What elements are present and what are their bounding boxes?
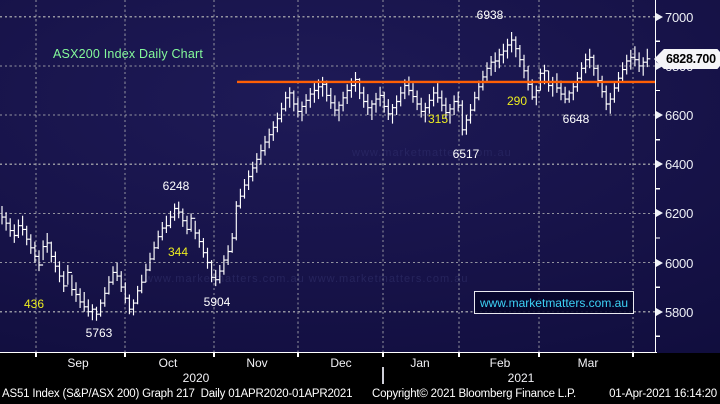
price-annotation-6517: 6517 xyxy=(452,147,480,161)
month-tick xyxy=(35,353,37,357)
last-price-tag: 6828.700 xyxy=(654,49,720,69)
y-axis-label-6400: 6400 xyxy=(656,156,693,172)
faint-watermark: www.marketmatters.com.au xyxy=(352,147,512,159)
price-annotation-6648: 6648 xyxy=(562,112,590,126)
time-axis: Sep Oct Nov Dec Jan Feb Mar 2020 2021 xyxy=(0,353,720,386)
month-label-dec: Dec xyxy=(330,356,352,370)
tick-arrow-icon xyxy=(656,13,663,21)
month-tick xyxy=(458,353,460,357)
status-timestamp: 01-Apr-2021 16:14:20 xyxy=(609,388,717,400)
tick-arrow-icon xyxy=(656,111,663,119)
month-label-feb: Feb xyxy=(489,356,511,370)
month-tick xyxy=(382,353,384,357)
chart-plot-area: ASX200 Index Daily Chart www.marketmatte… xyxy=(0,0,720,353)
y-axis-label-7000: 7000 xyxy=(656,9,693,25)
price-annotation-315: 315 xyxy=(427,112,449,126)
price-annotation-290: 290 xyxy=(506,94,528,108)
month-tick xyxy=(124,353,126,357)
month-label-oct: Oct xyxy=(158,356,178,370)
faint-watermark: www.marketmatters.com.au www.marketmatte… xyxy=(145,273,469,285)
y-axis-label-6600: 6600 xyxy=(656,107,693,123)
month-label-jan: Jan xyxy=(410,356,430,370)
chart-title: ASX200 Index Daily Chart xyxy=(53,47,204,61)
y-axis-label-5800: 5800 xyxy=(656,304,693,320)
month-label-mar: Mar xyxy=(577,356,599,370)
marketmatters-link[interactable]: www.marketmatters.com.au xyxy=(474,291,634,314)
tick-arrow-icon xyxy=(656,259,663,267)
marketmatters-link-text[interactable]: www.marketmatters.com.au xyxy=(479,295,629,310)
tick-arrow-icon xyxy=(656,308,663,316)
month-tick xyxy=(538,353,540,357)
month-tick xyxy=(213,353,215,357)
year-label-2020: 2020 xyxy=(182,371,210,385)
price-annotation-344: 344 xyxy=(167,245,189,259)
month-label-nov: Nov xyxy=(246,356,268,370)
status-bar: AS51 Index (S&P/ASX 200) Graph 217 Daily… xyxy=(0,386,720,404)
price-annotation-5763: 5763 xyxy=(85,326,113,340)
status-copyright: Copyright© 2021 Bloomberg Finance L.P. xyxy=(372,388,576,400)
chart-svg xyxy=(0,0,660,353)
month-label-sep: Sep xyxy=(67,356,89,370)
price-annotation-6938: 6938 xyxy=(476,8,504,22)
status-security-info: AS51 Index (S&P/ASX 200) Graph 217 Daily… xyxy=(2,388,353,400)
tick-arrow-icon xyxy=(656,62,663,70)
year-divider xyxy=(382,367,384,384)
year-label-2021: 2021 xyxy=(507,371,535,385)
last-price-value: 6828.700 xyxy=(666,52,716,66)
y-axis-label-6200: 6200 xyxy=(656,205,693,221)
tick-arrow-icon xyxy=(656,209,663,217)
price-annotation-436: 436 xyxy=(23,297,45,311)
tick-arrow-icon xyxy=(656,160,663,168)
y-axis-label-6000: 6000 xyxy=(656,255,693,271)
month-tick xyxy=(632,353,634,357)
price-annotation-6248: 6248 xyxy=(162,179,190,193)
price-annotation-5904: 5904 xyxy=(203,295,231,309)
month-tick xyxy=(297,353,299,357)
